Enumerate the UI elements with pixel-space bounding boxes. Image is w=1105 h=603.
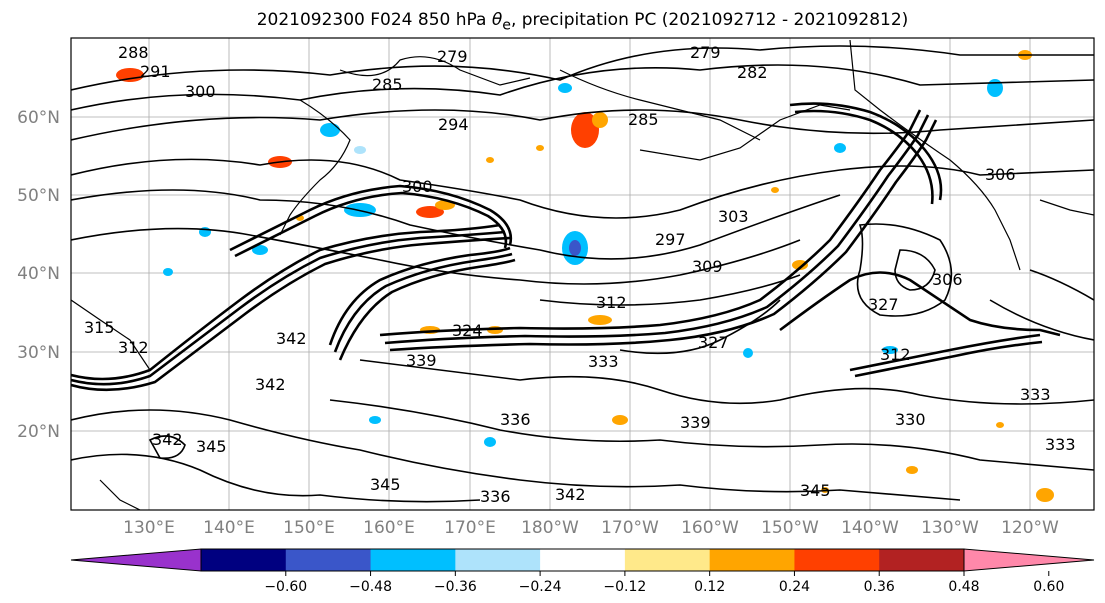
contour-label: 333 xyxy=(1020,385,1051,404)
contour-labels: 288 291 300 279 279 282 285 294 285 300 … xyxy=(84,43,1076,506)
contour-label: 342 xyxy=(555,485,586,504)
contour-label: 291 xyxy=(140,62,171,81)
colorbar-segment xyxy=(540,549,626,571)
latitude-labels: 60°N 50°N 40°N 30°N 20°N xyxy=(17,108,60,442)
colorbar-extend-high xyxy=(963,548,1095,572)
contour-label: 339 xyxy=(406,351,437,370)
contour-label: 342 xyxy=(255,375,286,394)
contour-label: 339 xyxy=(680,413,711,432)
lon-label: 150°W xyxy=(761,518,819,538)
map-frame xyxy=(70,37,1095,511)
contour-label: 300 xyxy=(185,82,216,101)
colorbar-segment xyxy=(879,549,965,571)
contour-label: 336 xyxy=(500,410,531,429)
contour-label: 330 xyxy=(895,410,926,429)
lon-label: 140°E xyxy=(203,518,255,538)
colorbar-tick-label: 0.48 xyxy=(948,579,979,595)
lon-label: 140°W xyxy=(841,518,899,538)
contour-label: 279 xyxy=(437,47,468,66)
contour-label: 324 xyxy=(452,321,483,340)
colorbar-tick-label: −0.36 xyxy=(434,579,477,595)
colorbar-tick-label: 0.36 xyxy=(864,579,895,595)
colorbar-tick-label: 0.60 xyxy=(1033,579,1064,595)
lon-label: 160°E xyxy=(363,518,415,538)
contour-label: 279 xyxy=(690,43,721,62)
map-title: 2021092300 F024 850 hPa θe, precipitatio… xyxy=(256,10,909,34)
contour-label: 294 xyxy=(438,115,469,134)
contour-label: 300 xyxy=(402,177,433,196)
gridlines xyxy=(71,38,1094,510)
colorbar-tick-label: 0.12 xyxy=(694,579,725,595)
colorbar-segment xyxy=(624,549,711,571)
contour-label: 297 xyxy=(655,230,686,249)
contour-label: 309 xyxy=(692,257,723,276)
contour-label: 312 xyxy=(880,345,911,364)
contour-label: 345 xyxy=(370,475,401,494)
lat-label: 20°N xyxy=(17,422,60,442)
lat-label: 50°N xyxy=(17,186,60,206)
colorbar-segment xyxy=(709,549,795,571)
contour-label: 285 xyxy=(628,110,659,129)
contour-label: 342 xyxy=(152,430,183,449)
contour-label: 333 xyxy=(1045,435,1076,454)
contour-label: 342 xyxy=(276,329,307,348)
colorbar-tick-label: −0.12 xyxy=(603,579,646,595)
colorbar-extend-low xyxy=(70,548,202,572)
lon-label: 180°W xyxy=(521,518,579,538)
lat-label: 30°N xyxy=(17,343,60,363)
colorbar-tick-label: −0.48 xyxy=(349,579,392,595)
contour-label: 315 xyxy=(84,318,115,337)
theta-e-contours xyxy=(71,45,1094,503)
contour-label: 345 xyxy=(800,481,831,500)
lon-label: 170°W xyxy=(601,518,659,538)
colorbar-tick-label: 0.24 xyxy=(779,579,810,595)
colorbar-segment xyxy=(370,549,456,571)
colorbar-segment xyxy=(285,549,372,571)
contour-label: 333 xyxy=(588,352,619,371)
contour-label: 306 xyxy=(932,270,963,289)
colorbar-segment xyxy=(455,549,541,571)
longitude-labels: 130°E 140°E 150°E 160°E 170°E 180°W 170°… xyxy=(123,518,1059,538)
contour-label: 336 xyxy=(480,487,511,506)
frontal-contours xyxy=(71,102,1061,392)
colorbar-segment xyxy=(201,549,287,571)
colorbar-tick-label: −0.60 xyxy=(264,579,307,595)
contour-label: 288 xyxy=(118,43,149,62)
lon-label: 160°W xyxy=(681,518,739,538)
contour-label: 327 xyxy=(698,333,729,352)
colorbar-frame xyxy=(200,548,965,572)
lon-label: 120°W xyxy=(1001,518,1059,538)
contour-label: 285 xyxy=(372,75,403,94)
lon-label: 130°W xyxy=(921,518,979,538)
colorbar: −0.60 −0.48 −0.36 −0.24 −0.12 0.12 0.24 0.36 0.4… xyxy=(70,548,1095,595)
lat-label: 40°N xyxy=(17,264,60,284)
contour-label: 282 xyxy=(737,63,768,82)
contour-label: 312 xyxy=(118,338,149,357)
lat-label: 60°N xyxy=(17,108,60,128)
contour-label: 306 xyxy=(985,165,1016,184)
lon-label: 150°E xyxy=(283,518,335,538)
contour-label: 345 xyxy=(196,437,227,456)
contour-label: 312 xyxy=(596,293,627,312)
colorbar-segment xyxy=(794,549,880,571)
contour-label: 303 xyxy=(718,207,749,226)
contour-label: 327 xyxy=(868,295,899,314)
lon-label: 170°E xyxy=(444,518,496,538)
lon-label: 130°E xyxy=(123,518,175,538)
colorbar-tick-label: −0.24 xyxy=(519,579,562,595)
